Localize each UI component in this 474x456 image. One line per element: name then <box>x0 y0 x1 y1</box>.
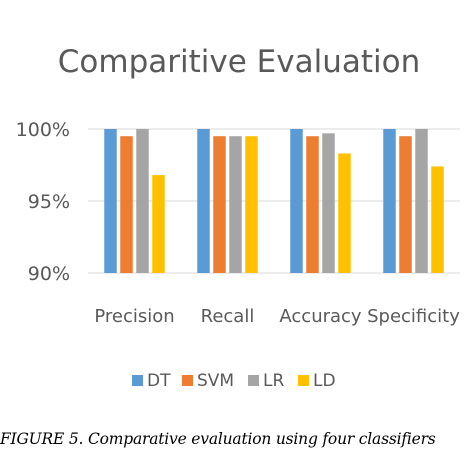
bars <box>104 129 444 273</box>
legend-swatch-dt <box>132 375 143 386</box>
chart-title: Comparitive Evaluation <box>58 44 420 80</box>
y-tick-label: 90% <box>28 263 70 285</box>
bar-lr-precision <box>136 129 149 273</box>
legend: DT SVM LR LD <box>132 371 336 391</box>
bar-svm-precision <box>120 136 133 273</box>
bar-svm-recall <box>213 136 226 273</box>
y-tick-label: 100% <box>16 119 70 141</box>
x-category-label: Precision <box>94 306 174 327</box>
bar-lr-accuracy <box>322 133 335 273</box>
legend-label-svm: SVM <box>197 371 234 391</box>
bar-svm-specificity <box>399 136 412 273</box>
legend-swatch-ld <box>298 375 309 386</box>
legend-swatch-lr <box>248 375 259 386</box>
x-category-label: Recall <box>201 306 255 327</box>
bar-ld-recall <box>245 136 258 273</box>
legend-label-ld: LD <box>313 371 336 391</box>
bar-ld-precision <box>152 175 165 273</box>
bar-dt-precision <box>104 129 117 273</box>
figure-caption: FIGURE 5. Comparative evaluation using f… <box>0 430 436 448</box>
legend-label-dt: DT <box>147 371 171 391</box>
bar-lr-recall <box>229 136 242 273</box>
legend-label-lr: LR <box>263 371 284 391</box>
bar-lr-specificity <box>415 129 428 273</box>
gridlines <box>88 128 460 274</box>
legend-swatch-svm <box>182 375 193 386</box>
bar-chart: Comparitive Evaluation 90% 95% 100% Precisi… <box>15 44 461 391</box>
y-tick-label: 95% <box>28 191 70 213</box>
bar-dt-recall <box>197 129 210 273</box>
x-category-label: Specificity <box>367 306 460 327</box>
bar-dt-specificity <box>383 129 396 273</box>
bar-ld-specificity <box>431 166 444 273</box>
axes: 90% 95% 100% Precision Recall Accuracy Specifi… <box>16 119 461 327</box>
bar-dt-accuracy <box>290 129 303 273</box>
x-category-label: Accuracy <box>279 306 362 327</box>
bar-ld-accuracy <box>338 153 351 273</box>
bar-svm-accuracy <box>306 136 319 273</box>
